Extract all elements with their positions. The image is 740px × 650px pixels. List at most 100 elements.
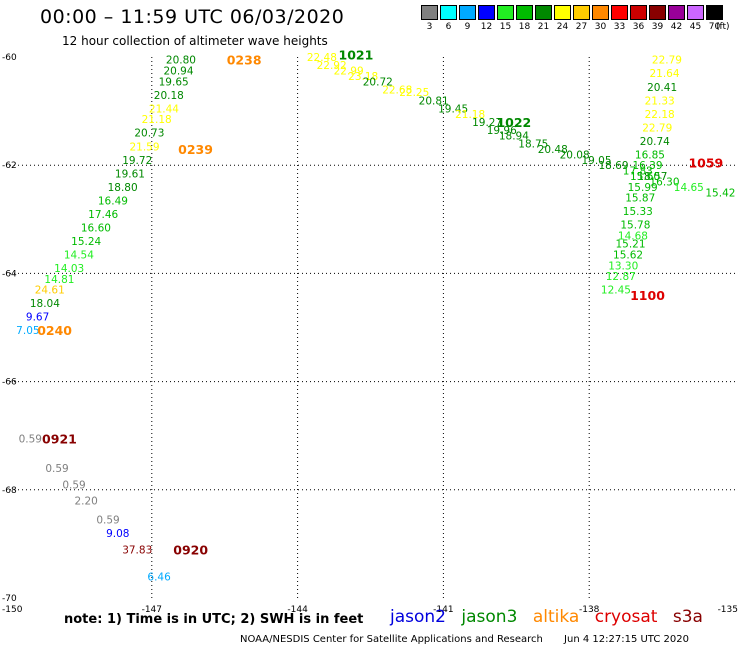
swh-point: 13.30	[608, 260, 638, 272]
swh-point: 0.59	[62, 479, 85, 491]
legend-swatch-24	[554, 5, 571, 20]
legend-swatch-12	[478, 5, 495, 20]
swh-point: 22.92	[317, 60, 347, 72]
swh-point: 20.72	[363, 76, 393, 88]
legend-label-6: 6	[445, 22, 452, 32]
x-tick-label: -141	[433, 605, 453, 615]
swh-point: 9.08	[106, 528, 129, 540]
swh-point: 22.79	[642, 122, 672, 134]
swh-point: 24.61	[35, 285, 65, 297]
swh-point: 16.30	[649, 176, 679, 188]
legend-label-15: 15	[499, 22, 512, 32]
swh-point: 22.68	[382, 84, 412, 96]
swh-point: 15.78	[620, 220, 650, 232]
swh-point: 6.46	[147, 571, 171, 583]
swh-point: 0.59	[45, 463, 68, 475]
legend-swatch-6	[440, 5, 457, 20]
swh-point: 20.08	[560, 149, 590, 161]
satellite-label-s3a: s3a	[672, 607, 703, 627]
swh-point: 16.39	[632, 160, 662, 172]
swh-point: 14.65	[674, 182, 704, 194]
swh-point: 19.65	[159, 76, 189, 88]
pass-time-label: 1022	[496, 115, 531, 130]
legend-label-45: 45	[689, 22, 702, 32]
swh-point: 18.94	[499, 130, 529, 142]
swh-point: 12.45	[601, 285, 631, 297]
swh-point: 21.64	[649, 68, 679, 80]
swh-point: 0.59	[19, 433, 42, 445]
swh-point: 15.60	[630, 171, 660, 183]
swh-point: 14.68	[618, 231, 648, 243]
pass-time-label: 0921	[42, 431, 77, 446]
satellite-key: jason2 jason3 altika cryosat s3a	[390, 607, 713, 627]
swh-point: 20.18	[154, 90, 184, 102]
swh-point: 22.25	[399, 87, 429, 99]
x-tick-label: -135	[718, 605, 738, 615]
legend-swatch-9	[459, 5, 476, 20]
swh-point: 22.99	[334, 66, 364, 78]
chart-subtitle: 12 hour collection of altimeter wave hei…	[62, 34, 328, 48]
swh-point: 18.80	[108, 182, 138, 194]
pass-time-label: 0240	[37, 323, 72, 338]
swh-point: 0.59	[96, 515, 119, 527]
swh-point: 21.18	[142, 114, 172, 126]
chart-title: 00:00 – 11:59 UTC 06/03/2020	[40, 6, 345, 28]
swh-point: 12.87	[606, 271, 636, 283]
legend-swatch-33	[611, 5, 628, 20]
satellite-label-altika: altika	[532, 607, 580, 627]
legend-swatch-30	[592, 5, 609, 20]
swh-point: 14.81	[44, 274, 74, 286]
legend-label-24: 24	[556, 22, 569, 32]
swh-point: 19.96	[487, 125, 517, 137]
swh-point: 20.94	[163, 66, 193, 78]
y-tick-label: -60	[2, 53, 17, 63]
legend-label-27: 27	[575, 22, 588, 32]
legend-swatch-27	[573, 5, 590, 20]
swh-point: 14.54	[64, 249, 94, 261]
swh-point: 22.79	[652, 55, 682, 67]
swh-point: 15.33	[623, 206, 653, 218]
x-tick-label: -150	[2, 605, 23, 615]
pass-time-label: 0239	[178, 142, 213, 157]
swh-point: 21.33	[645, 95, 675, 107]
swh-point: 16.49	[98, 195, 128, 207]
legend-swatch-15	[497, 5, 514, 20]
swh-point: 15.42	[705, 187, 735, 199]
swh-point: 20.41	[647, 82, 677, 94]
swh-point: 20.73	[134, 128, 164, 140]
y-tick-label: -68	[2, 486, 17, 496]
swh-point: 15.87	[625, 193, 655, 205]
swh-point: 37.83	[122, 544, 152, 556]
swh-point: 18.75	[518, 139, 548, 151]
swh-point: 7.05	[16, 325, 39, 337]
x-tick-label: -147	[142, 605, 162, 615]
swh-point: 21.59	[129, 141, 159, 153]
legend-label-36: 36	[632, 22, 645, 32]
pass-time-label: 1059	[688, 155, 723, 170]
legend-swatch-36	[630, 5, 647, 20]
y-tick-label: -66	[2, 378, 17, 388]
swh-point: 18.04	[30, 298, 60, 310]
credit-line: NOAA/NESDIS Center for Satellite Applica…	[240, 634, 707, 645]
swh-point: 22.48	[307, 52, 337, 64]
swh-point: 20.80	[166, 55, 196, 67]
legend-label-30: 30	[594, 22, 607, 32]
swh-point: 16.85	[635, 149, 665, 161]
swh-point: 20.48	[538, 144, 568, 156]
swh-point: 18.69	[598, 160, 628, 172]
swh-point: 17.46	[88, 209, 118, 221]
pass-time-label: 1021	[339, 47, 374, 62]
pass-time-label: 0238	[227, 53, 262, 68]
x-tick-label: -138	[579, 605, 600, 615]
legend-swatch-42	[668, 5, 685, 20]
swh-point: 20.74	[640, 136, 670, 148]
swh-point: 15.99	[628, 182, 658, 194]
swh-point: 23.18	[348, 71, 378, 83]
satellite-label-jason2: jason2	[390, 607, 446, 627]
swh-point: 21.18	[455, 109, 485, 121]
pass-time-label: 1100	[630, 288, 665, 303]
pass-time-label: 0920	[173, 542, 208, 557]
legend-swatch-39	[649, 5, 666, 20]
legend-label-12: 12	[480, 22, 493, 32]
